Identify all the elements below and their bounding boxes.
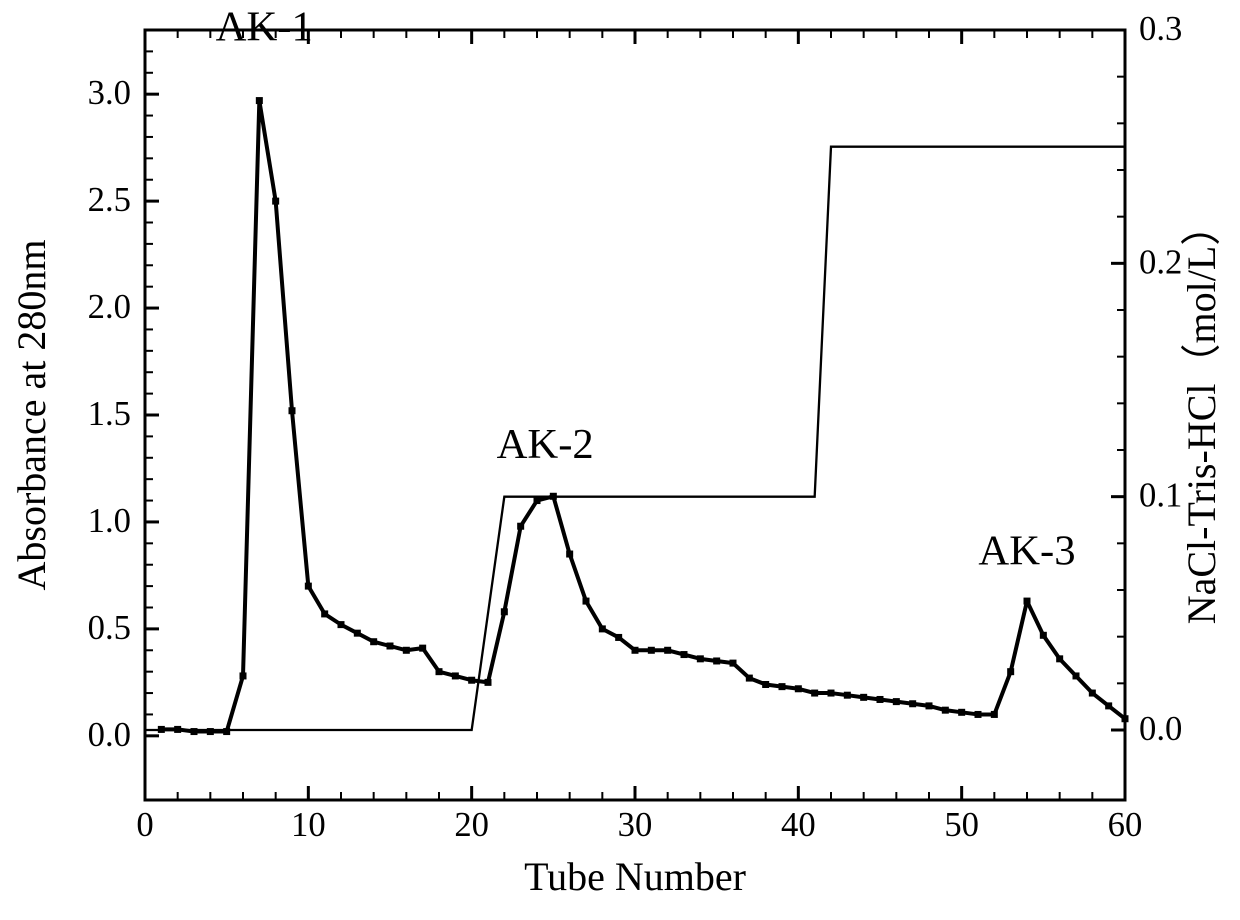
peak-annotation: AK-2 [497,421,594,468]
y1-tick-label: 2.5 [88,181,131,219]
y1-tick-label: 0.5 [88,609,131,647]
y1-axis-label: Absorbance at 280nm [9,239,54,590]
peak-annotation: AK-3 [978,528,1075,575]
y2-tick-label: 0.2 [1139,243,1182,281]
x-axis-label: Tube Number [524,854,746,899]
x-tick-label: 20 [454,806,489,844]
x-tick-label: 60 [1108,806,1143,844]
y1-tick-label: 2.0 [88,288,131,326]
x-tick-label: 0 [136,806,153,844]
y1-tick-label: 0.0 [88,716,131,754]
y1-tick-label: 1.0 [88,502,131,540]
x-tick-label: 30 [618,806,653,844]
y2-axis-label: NaCl-Tris-HCl（mol/L） [1179,206,1224,625]
chart-container: 0 10 20 30 40 50 60 Tube Number 0.0 0.5 1.0 1.5 2.0 2… [0,0,1240,920]
y1-tick-label: 3.0 [88,74,131,112]
x-tick-label: 40 [781,806,816,844]
y2-tick-label: 0.1 [1139,477,1182,515]
peak-annotation: AK-1 [216,4,313,51]
x-tick-label: 10 [291,806,326,844]
y2-tick-label: 0.3 [1139,10,1182,48]
chart-svg: 0 10 20 30 40 50 60 Tube Number 0.0 0.5 1.0 1.5 2.0 2… [0,0,1240,920]
x-tick-label: 50 [944,806,979,844]
y1-tick-label: 1.5 [88,395,131,433]
y2-tick-label: 0.0 [1139,710,1182,748]
